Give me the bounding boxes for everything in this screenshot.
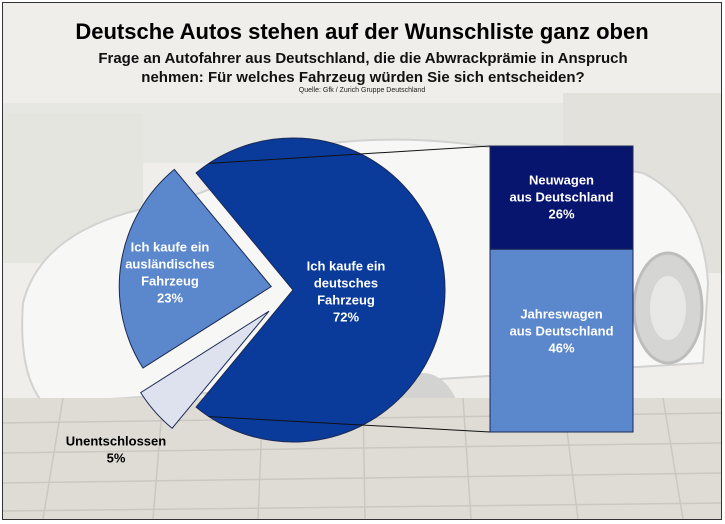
connector-line-top bbox=[208, 145, 491, 164]
label-undecided: Unentschlossen 5% bbox=[66, 434, 166, 466]
connector-line-bottom bbox=[208, 416, 491, 433]
subtitle-line-2: nehmen: Für welches Fahrzeug würden Sie … bbox=[141, 69, 585, 86]
slice-german bbox=[195, 137, 446, 443]
bar-segment-used-car bbox=[489, 248, 634, 433]
chart-subtitle: Frage an Autofahrer aus Deutschland, die… bbox=[63, 49, 663, 87]
pie-labels: Ich kaufe ein deutsches Fahrzeug 72% Ich kau… bbox=[66, 173, 614, 466]
pie-chart-area: Ich kaufe ein deutsches Fahrzeug 72% Ich kau… bbox=[66, 137, 634, 466]
label-new-car: Neuwagen aus Deutschland 26% bbox=[509, 173, 613, 222]
chart-title: Deutsche Autos stehen auf der Wunschlist… bbox=[75, 19, 649, 44]
breakdown-bar bbox=[208, 145, 634, 433]
subtitle-line-1: Frage an Autofahrer aus Deutschland, die… bbox=[98, 50, 628, 67]
source-note: Quelle: Gfk / Zurich Gruppe Deutschland bbox=[298, 87, 426, 94]
label-foreign: Ich kaufe ein ausländisches Fahrzeug 23% bbox=[125, 240, 215, 306]
label-used-car: Jahreswagen aus Deutschland 46% bbox=[509, 307, 613, 356]
pie-slices bbox=[118, 137, 446, 443]
bar-segment-new-car bbox=[489, 145, 634, 250]
slice-undecided bbox=[140, 310, 270, 430]
slice-foreign bbox=[118, 168, 273, 369]
label-german: Ich kaufe ein deutsches Fahrzeug 72% bbox=[307, 259, 386, 325]
